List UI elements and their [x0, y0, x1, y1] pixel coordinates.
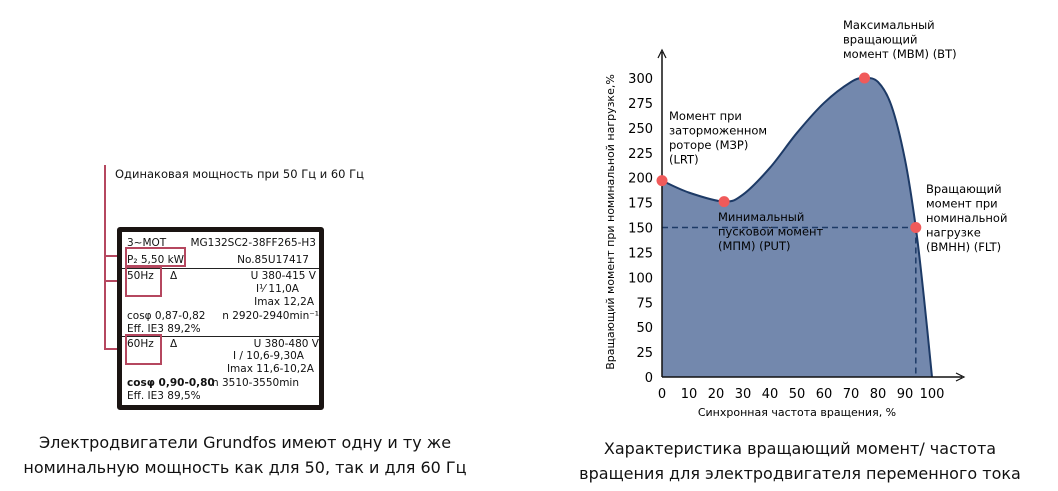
plate-50hz-cos: cosφ 0,87-0,82	[127, 310, 206, 322]
y-tick-label: 175	[628, 197, 653, 212]
plate-50hz-freq: 50Hz	[127, 270, 154, 282]
left-caption: Электродвигатели Grundfos имеют одну и т…	[0, 430, 490, 480]
annotation-text: Одинаковая мощность при 50 Гц и 60 Гц	[115, 167, 364, 181]
highlight-60hz	[125, 334, 162, 365]
annotation-line-vertical	[104, 165, 106, 350]
point-label-flt: нагрузке	[926, 226, 981, 240]
point-label-bt: вращающий	[843, 33, 917, 47]
plate-60hz-freq: 60Hz	[127, 338, 154, 350]
right-caption: Характеристика вращающий момент/ частота…	[555, 436, 1045, 486]
plate-type: 3~MOT	[127, 237, 167, 249]
plate-60hz-voltage: U 380-480 V	[253, 338, 319, 350]
y-axis-label: Вращающий момент при номинальной нагрузк…	[604, 74, 617, 370]
point-label-flt: (ВМНН) (FLT)	[926, 240, 1001, 254]
point-label-put: пусковой момент	[718, 225, 824, 239]
y-tick-label: 200	[628, 172, 653, 187]
x-tick-label: 10	[681, 387, 698, 402]
y-tick-label: 225	[628, 147, 653, 162]
point-label-lrt: Момент при	[669, 109, 742, 123]
plate-model: MG132SC2-38FF265-H3	[190, 237, 316, 249]
annotation-line-60hz	[104, 348, 127, 350]
annotation-line-power	[104, 255, 127, 257]
y-tick-label: 0	[645, 371, 653, 386]
right-caption-line1: Характеристика вращающий момент/ частота	[603, 439, 997, 458]
point-label-flt: номинальной	[926, 211, 1007, 225]
x-axis-arrow-icon	[955, 372, 966, 382]
point-label-lrt: роторе (МЗР)	[669, 138, 748, 152]
right-caption-line2: вращения для электродвигателя переменног…	[579, 464, 1021, 483]
plate-divider	[122, 268, 319, 269]
plate-50hz-speed: n 2920-2940min⁻¹	[222, 310, 319, 322]
point-label-bt: Максимальный	[843, 18, 935, 32]
plate-50hz-eff: Eff. IE3 89,2%	[127, 323, 201, 335]
plate-50hz-imax: Imax 12,2A	[254, 296, 314, 308]
y-tick-label: 25	[636, 346, 653, 361]
y-tick-label: 50	[636, 321, 653, 336]
point-lrt	[656, 175, 668, 187]
y-tick-label: 275	[628, 97, 653, 112]
left-caption-line1: Электродвигатели Grundfos имеют одну и т…	[38, 433, 452, 452]
x-tick-label: 0	[658, 387, 666, 402]
plate-50hz-current: I¹⁄ 11,0A	[256, 283, 299, 295]
y-tick-label: 250	[628, 122, 653, 137]
point-label-lrt: заторможенном	[669, 124, 767, 138]
plate-50hz-conn: Δ	[170, 270, 178, 282]
x-tick-label: 90	[897, 387, 914, 402]
y-tick-label: 150	[628, 222, 653, 237]
x-tick-label: 50	[789, 387, 806, 402]
x-tick-label: 70	[843, 387, 860, 402]
y-tick-label: 300	[628, 72, 653, 87]
point-label-put: (МПМ) (PUT)	[718, 239, 790, 253]
y-tick-label: 125	[628, 246, 653, 261]
x-tick-label: 30	[735, 387, 752, 402]
plate-60hz-speed: n 3510-3550min	[211, 377, 299, 389]
x-tick-label: 60	[816, 387, 833, 402]
plate-60hz-conn: Δ	[170, 338, 178, 350]
plate-50hz-voltage: U 380-415 V	[250, 270, 316, 282]
plate-60hz-imax: Imax 11,6-10,2A	[226, 363, 314, 375]
plate-power: P₂ 5,50 kW	[127, 254, 185, 266]
point-bt	[859, 72, 870, 84]
point-label-lrt: (LRT)	[669, 153, 699, 167]
point-label-flt: Вращающий	[926, 182, 1002, 196]
plate-60hz-current: I / 10,6-9,30A	[232, 350, 304, 362]
point-put	[718, 196, 730, 208]
point-label-put: Минимальный	[718, 210, 804, 224]
plate-serial: No.85U17417	[237, 254, 309, 266]
plate-60hz-eff: Eff. IE3 89,5%	[127, 390, 201, 402]
left-caption-line2: номинальную мощность как для 50, так и д…	[23, 458, 467, 477]
x-axis-label: Синхронная частота вращения, %	[698, 406, 896, 419]
point-label-flt: момент при	[926, 197, 998, 211]
x-tick-label: 20	[708, 387, 725, 402]
y-tick-label: 100	[628, 271, 653, 286]
point-flt	[910, 222, 922, 233]
y-tick-label: 75	[636, 296, 653, 311]
annotation-line-50hz	[104, 280, 127, 282]
point-label-bt: момент (МВМ) (BT)	[843, 47, 957, 61]
highlight-50hz	[125, 266, 162, 297]
torque-curve	[661, 76, 933, 378]
x-tick-label: 40	[762, 387, 779, 402]
x-tick-label: 80	[870, 387, 887, 402]
plate-divider	[122, 336, 319, 337]
motor-nameplate: 3~MOT MG132SC2-38FF265-H3 P₂ 5,50 kW No.…	[117, 227, 324, 410]
y-axis-arrow-icon	[657, 48, 667, 59]
x-tick-label: 100	[920, 387, 945, 402]
plate-60hz-cos: cosφ 0,90-0,80	[127, 377, 215, 389]
